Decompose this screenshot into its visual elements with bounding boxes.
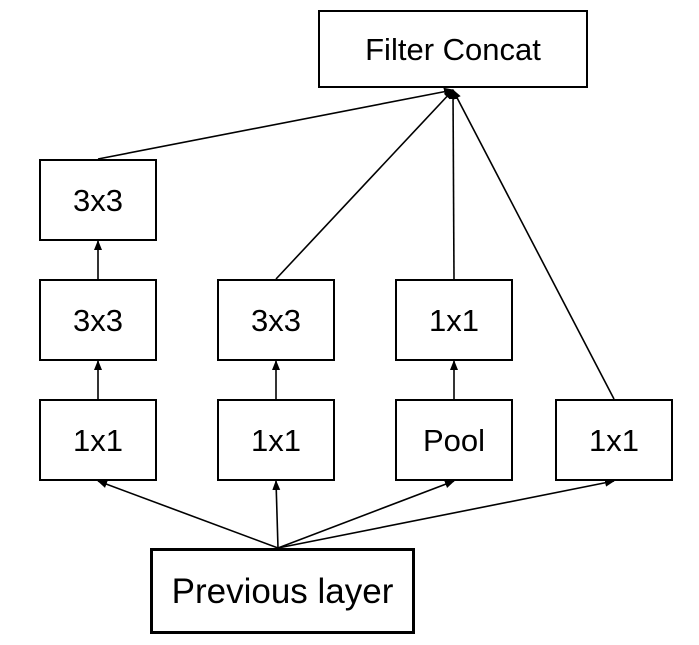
arrow-b1_conv3x3_b-to-filter_concat bbox=[97, 87, 454, 160]
branch2-conv1x1-box: 1x1 bbox=[217, 399, 335, 481]
arrow-b3_conv1x1-to-filter_concat bbox=[449, 89, 458, 280]
filter-concat-box: Filter Concat bbox=[318, 10, 588, 88]
arrow-previous_layer-to-b1_conv1x1 bbox=[97, 480, 279, 549]
previous-layer-box: Previous layer bbox=[150, 548, 415, 634]
branch3-pool-box: Pool bbox=[395, 399, 513, 481]
arrow-b2_conv3x3-to-filter_concat bbox=[275, 89, 454, 280]
branch2-conv3x3-box: 3x3 bbox=[217, 279, 335, 361]
branch4-conv1x1-box: 1x1 bbox=[555, 399, 673, 481]
arrow-previous_layer-to-b3_pool bbox=[277, 480, 455, 549]
arrow-previous_layer-to-b4_conv1x1 bbox=[277, 478, 615, 549]
arrow-b4_conv1x1-to-filter_concat bbox=[452, 89, 615, 400]
branch3-conv1x1-box: 1x1 bbox=[395, 279, 513, 361]
branch1-conv3x3-box: 3x3 bbox=[39, 279, 157, 361]
arrow-previous_layer-to-b2_conv1x1 bbox=[272, 480, 281, 549]
branch1-conv1x1-box: 1x1 bbox=[39, 399, 157, 481]
branch1-conv3x3-top-box: 3x3 bbox=[39, 159, 157, 241]
